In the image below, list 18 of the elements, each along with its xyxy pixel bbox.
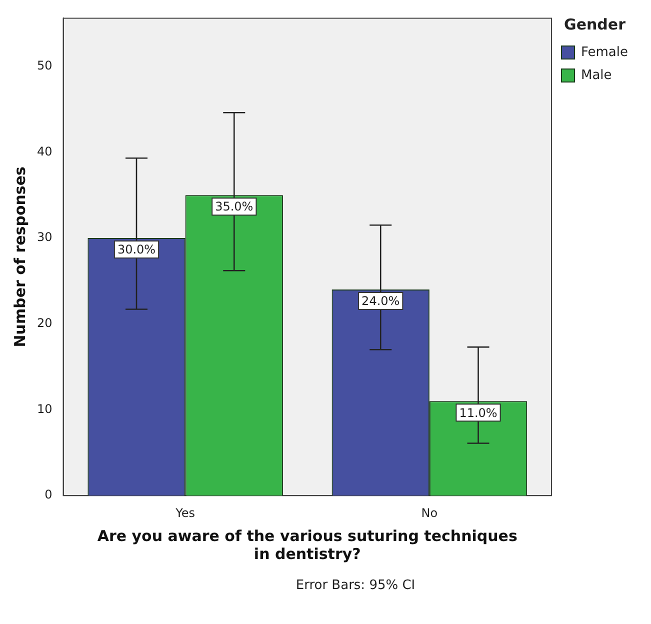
- y-tick-label: 10: [36, 402, 52, 416]
- x-tick-label: No: [421, 506, 438, 520]
- legend-label: Female: [580, 44, 628, 60]
- y-tick-label: 40: [36, 144, 52, 158]
- y-tick-label: 20: [36, 316, 52, 330]
- data-label: 30.0%: [117, 242, 156, 257]
- y-axis-title: Number of responses: [10, 166, 29, 348]
- y-tick-label: 0: [44, 488, 52, 502]
- data-label: 11.0%: [459, 406, 498, 420]
- data-label: 35.0%: [215, 200, 254, 214]
- legend-label: Male: [580, 68, 612, 83]
- y-tick-label: 50: [36, 58, 52, 72]
- data-label: 24.0%: [362, 294, 400, 308]
- text: Error Bars: 95% CI: [294, 578, 416, 593]
- y-tick-label: 30: [36, 230, 52, 244]
- legend-title: Gender: [564, 15, 626, 34]
- x-axis-title: Are you aware of the various suturing techniques in dentistry?: [97, 526, 518, 563]
- x-tick-label: Yes: [174, 506, 196, 520]
